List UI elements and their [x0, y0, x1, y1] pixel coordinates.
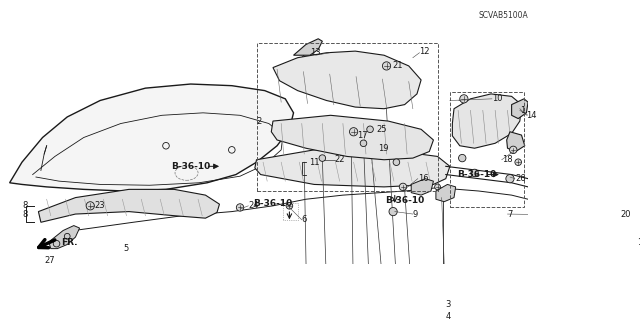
Polygon shape [436, 184, 456, 202]
Circle shape [393, 159, 400, 166]
Text: 7: 7 [508, 210, 513, 219]
Text: B-36-10: B-36-10 [171, 162, 211, 171]
Text: 18: 18 [502, 155, 513, 164]
Circle shape [509, 146, 517, 153]
Polygon shape [412, 179, 433, 195]
Circle shape [506, 174, 514, 183]
Circle shape [458, 154, 466, 162]
Circle shape [515, 159, 522, 166]
Text: SCVAB5100A: SCVAB5100A [479, 11, 529, 20]
Circle shape [383, 62, 390, 70]
Text: 20: 20 [620, 210, 631, 219]
Circle shape [319, 155, 326, 161]
Polygon shape [511, 99, 528, 119]
Text: 8: 8 [23, 210, 28, 219]
Polygon shape [271, 115, 433, 160]
Circle shape [435, 184, 440, 190]
Circle shape [612, 227, 622, 238]
Polygon shape [38, 189, 220, 222]
Polygon shape [49, 226, 79, 249]
Text: 27: 27 [44, 256, 55, 265]
Text: 3: 3 [446, 300, 451, 309]
Text: 5: 5 [123, 244, 129, 253]
Text: 9: 9 [413, 210, 418, 219]
Text: 12: 12 [419, 47, 430, 56]
Polygon shape [10, 84, 294, 191]
Text: 16: 16 [418, 174, 428, 183]
Text: 25: 25 [377, 125, 387, 134]
Text: 21: 21 [392, 62, 403, 70]
Text: 13: 13 [310, 48, 321, 57]
Text: 14: 14 [527, 111, 537, 120]
Text: 23: 23 [94, 201, 105, 210]
Text: 2: 2 [257, 116, 262, 126]
Text: 8: 8 [23, 201, 28, 210]
Polygon shape [507, 132, 525, 152]
Circle shape [367, 126, 373, 133]
Text: 6: 6 [302, 215, 307, 224]
Text: 19: 19 [378, 144, 388, 153]
Polygon shape [255, 150, 450, 187]
Text: 17: 17 [357, 130, 367, 139]
Text: 10: 10 [492, 94, 502, 103]
Text: 24: 24 [248, 201, 259, 210]
Circle shape [471, 169, 478, 177]
Circle shape [360, 140, 367, 146]
Bar [450, 92, 524, 207]
Polygon shape [617, 206, 637, 222]
Text: 11: 11 [309, 158, 319, 167]
Circle shape [460, 95, 468, 103]
Text: 22: 22 [335, 155, 345, 164]
Text: B-36-10: B-36-10 [253, 199, 292, 208]
Bar [283, 203, 298, 220]
Text: 1: 1 [520, 106, 525, 115]
Circle shape [389, 207, 397, 216]
Bar [257, 43, 438, 191]
Text: 26: 26 [515, 174, 525, 183]
Circle shape [609, 214, 620, 226]
Text: B-36-10: B-36-10 [458, 170, 497, 179]
Polygon shape [273, 51, 421, 109]
Circle shape [236, 204, 244, 211]
Text: FR.: FR. [61, 238, 77, 247]
Circle shape [623, 228, 634, 240]
Circle shape [286, 203, 292, 209]
Circle shape [53, 241, 60, 247]
Circle shape [86, 202, 94, 210]
Text: 15: 15 [637, 238, 640, 247]
Text: 4: 4 [446, 312, 451, 319]
Circle shape [65, 234, 70, 239]
Circle shape [349, 128, 358, 136]
Circle shape [399, 183, 406, 190]
Polygon shape [294, 39, 323, 55]
Polygon shape [452, 94, 522, 148]
Text: B-36-10: B-36-10 [385, 197, 424, 205]
